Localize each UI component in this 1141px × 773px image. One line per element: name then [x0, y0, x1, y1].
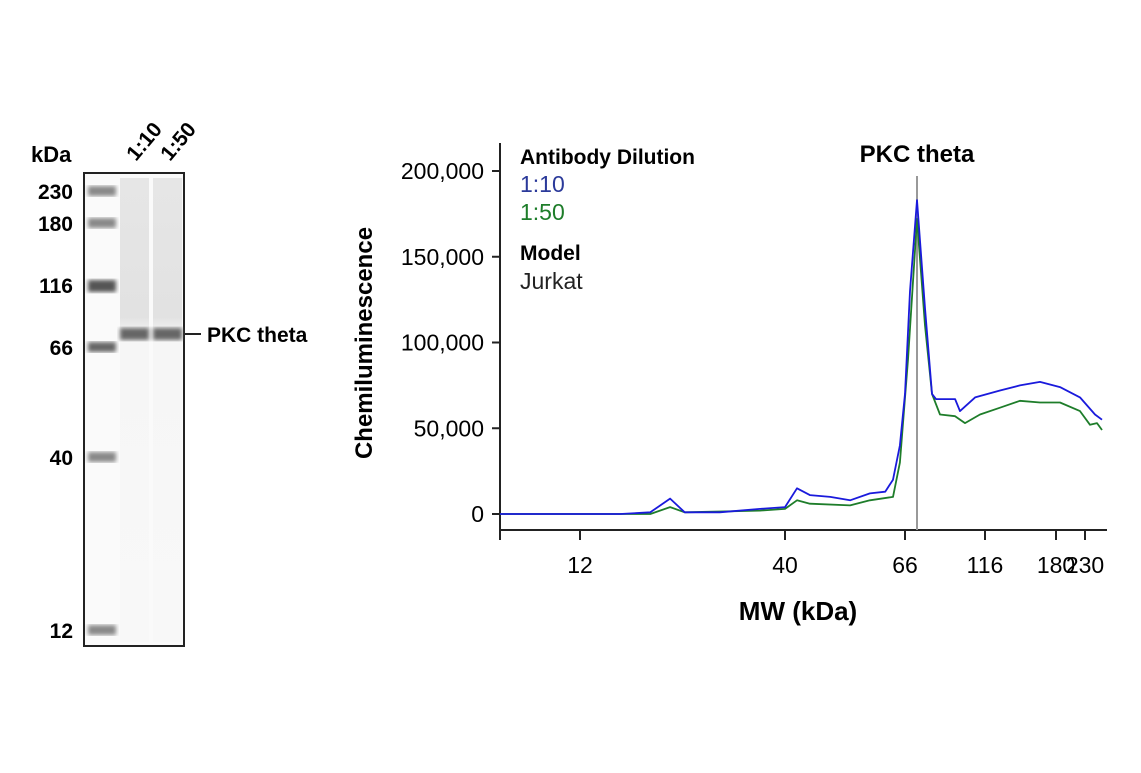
- x-axis-label: MW (kDa): [739, 596, 857, 626]
- x-tick-label: 40: [772, 552, 798, 578]
- x-tick-label: 230: [1066, 552, 1104, 578]
- y-tick-label: 50,000: [414, 415, 484, 441]
- marker-label: 12: [50, 620, 73, 643]
- ladder-band: [88, 625, 116, 635]
- legend-heading-dilution: Antibody Dilution: [520, 146, 695, 169]
- y-tick-label: 200,000: [401, 158, 484, 184]
- lane-2: [153, 178, 182, 642]
- chart-title: PKC theta: [860, 141, 975, 168]
- ladder-band: [88, 280, 116, 292]
- ladder: [88, 186, 116, 635]
- x-tick-label: 66: [892, 552, 918, 578]
- ladder-band: [88, 452, 116, 462]
- series-line-1-10: [500, 199, 1103, 515]
- y-tick-label: 100,000: [401, 330, 484, 356]
- x-tick-label: 116: [967, 552, 1004, 578]
- lane-1: [120, 178, 149, 642]
- ladder-band: [88, 342, 116, 352]
- marker-label: 66: [50, 337, 73, 360]
- y-tick-label: 150,000: [401, 244, 484, 270]
- band-lane-1: [120, 328, 149, 340]
- band-label: PKC theta: [207, 324, 308, 347]
- legend-model: Jurkat: [520, 268, 583, 294]
- series-line-1-50: [500, 218, 1103, 515]
- legend-series-2: 1:50: [520, 199, 565, 225]
- marker-label: 116: [39, 275, 73, 298]
- ladder-band: [88, 186, 116, 196]
- ladder-band: [88, 218, 116, 228]
- series-lines: [500, 199, 1103, 515]
- y-tick-label: 0: [471, 501, 484, 527]
- legend: Antibody Dilution 1:10 1:50 Model Jurkat: [520, 146, 695, 294]
- band-lane-2: [153, 328, 182, 340]
- axes: 0 50,000 100,000 150,000 200,000 12 40 66 116 180…: [401, 143, 1107, 578]
- kda-label: kDa: [31, 142, 72, 167]
- electropherogram-chart: PKC theta Chemiluminescence MW (kDa) Ant…: [351, 141, 1107, 626]
- marker-label: 230: [38, 181, 73, 204]
- legend-series-1: 1:10: [520, 171, 565, 197]
- x-tick-label: 180: [1037, 552, 1075, 578]
- marker-label: 180: [38, 213, 73, 236]
- marker-label: 40: [50, 447, 73, 470]
- legend-heading-model: Model: [520, 242, 581, 265]
- y-axis-label: Chemiluminescence: [351, 227, 378, 459]
- lane-label-2: 1:50: [156, 118, 201, 165]
- lane-label-1: 1:10: [122, 118, 167, 165]
- x-tick-label: 12: [567, 552, 593, 578]
